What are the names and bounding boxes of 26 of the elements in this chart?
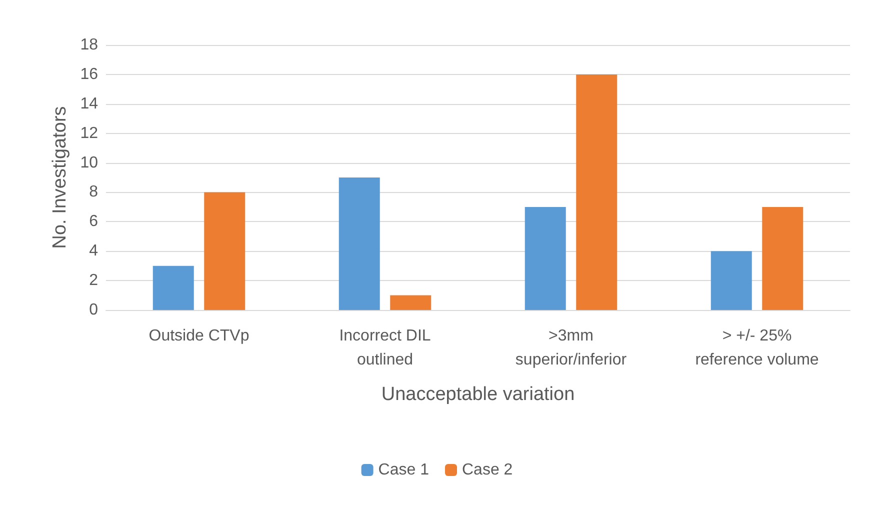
y-tick-label: 10 [80, 154, 98, 172]
bar [710, 251, 752, 310]
x-tick-label: > +/- 25% reference volume [695, 328, 819, 368]
legend-label: Case 2 [462, 462, 513, 478]
y-tick-label: 12 [80, 124, 98, 142]
bar [390, 295, 432, 310]
y-tick-label: 6 [89, 213, 98, 230]
y-tick-label: 2 [89, 272, 98, 290]
y-tick-label: 14 [80, 95, 98, 112]
x-tick-label: >3mm superior/inferior [515, 328, 628, 368]
bar [524, 206, 566, 310]
y-tick-label: 4 [89, 242, 98, 260]
y-tick-label: 0 [89, 302, 98, 318]
legend-label: Case 1 [378, 462, 430, 478]
x-tick-label: Incorrect DIL outlined [339, 328, 431, 368]
y-tick-label: 16 [80, 66, 98, 83]
y-tick-label: 18 [80, 36, 98, 54]
x-tick-label: Outside CTVp [148, 328, 250, 344]
bar [338, 178, 380, 310]
bar [204, 192, 246, 310]
bar [762, 206, 804, 310]
y-axis-title: No. Investigators [49, 106, 70, 249]
bar [152, 266, 194, 310]
x-axis-title: Unacceptable variation [381, 384, 575, 405]
bar [576, 74, 618, 310]
y-tick-label: 8 [89, 184, 98, 201]
